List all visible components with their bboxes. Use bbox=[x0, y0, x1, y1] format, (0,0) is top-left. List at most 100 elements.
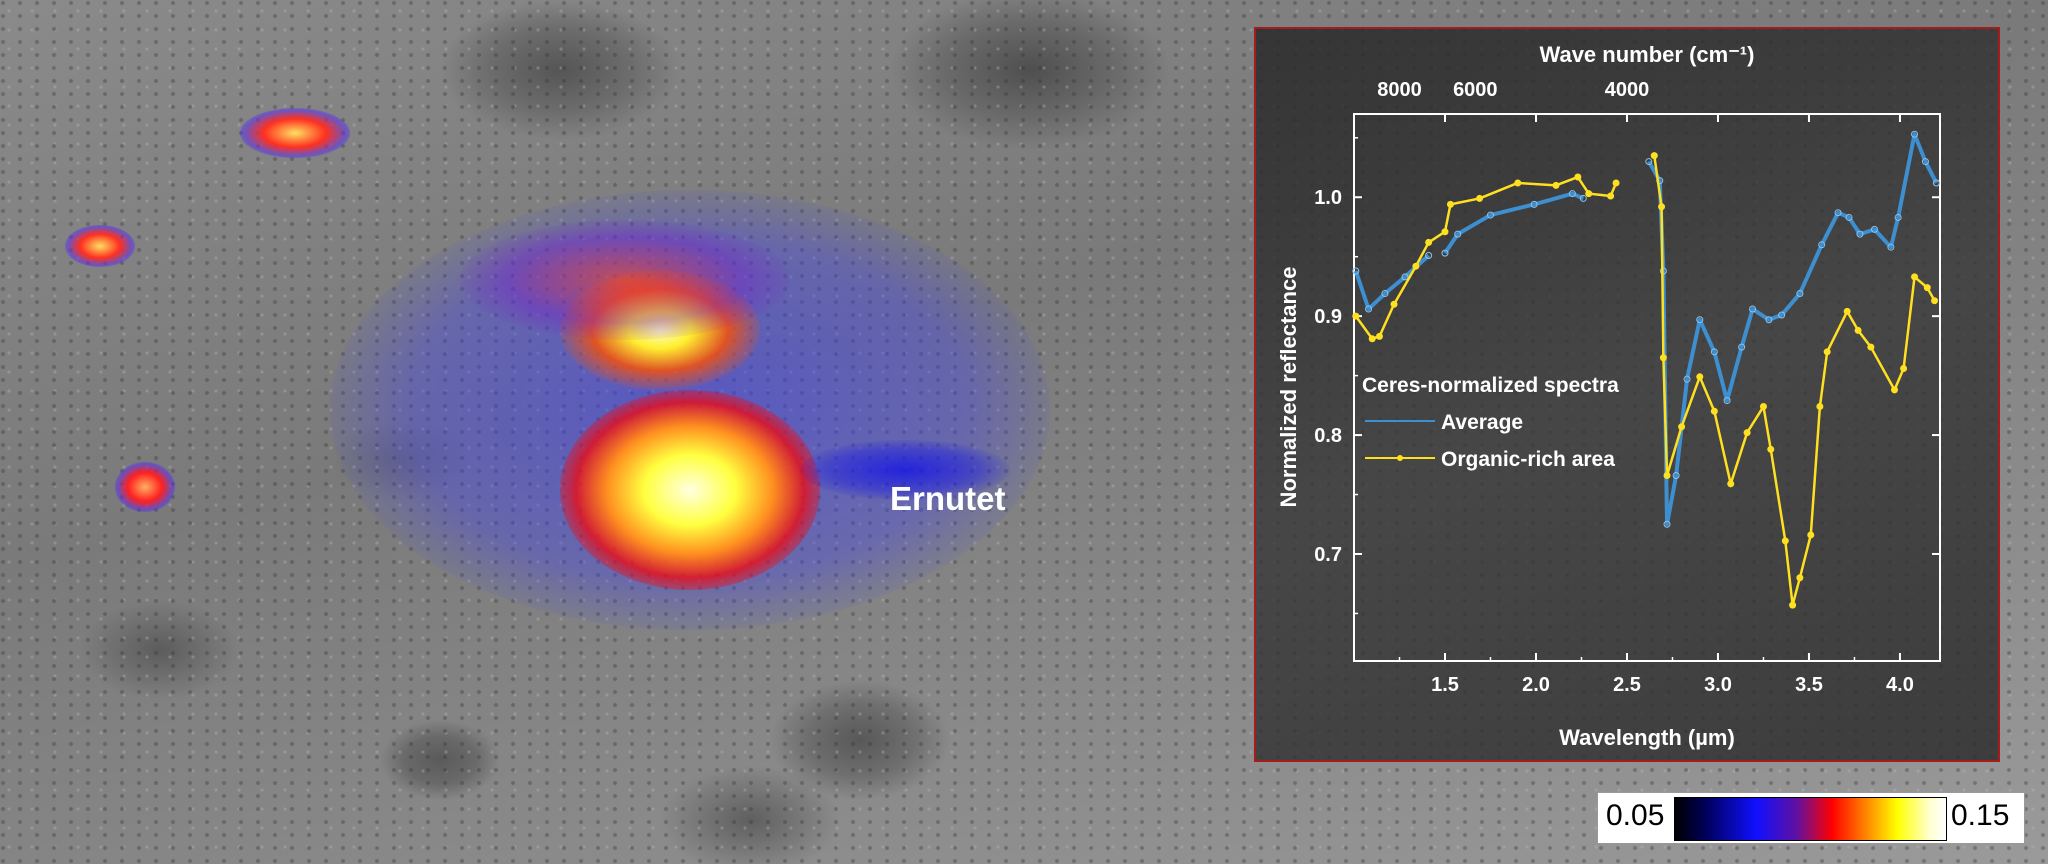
y-tick-label: 1.0 bbox=[1314, 187, 1342, 209]
spectra-inset-panel bbox=[1254, 27, 2000, 762]
series-organic-marker bbox=[1931, 297, 1939, 305]
legend-average-label: Average bbox=[1441, 411, 1523, 434]
y-tick-label: 0.9 bbox=[1314, 306, 1342, 328]
series-organic-marker bbox=[1816, 403, 1824, 411]
series-average-marker bbox=[1486, 211, 1494, 219]
series-average-line bbox=[1647, 132, 1939, 527]
series-average-marker bbox=[1441, 249, 1449, 257]
series-organic-line bbox=[1653, 155, 1936, 607]
series-organic-marker bbox=[1767, 445, 1775, 453]
crater-label-ernutet: Ernutet bbox=[890, 480, 1006, 517]
series-average-marker bbox=[1579, 194, 1587, 202]
series-average-marker bbox=[1381, 290, 1389, 298]
series-organic-marker bbox=[1663, 471, 1671, 479]
series-organic-marker bbox=[1446, 200, 1454, 208]
series-average-marker bbox=[1856, 230, 1864, 238]
series-organic-marker bbox=[1923, 284, 1931, 292]
series-average-marker bbox=[1911, 130, 1919, 138]
series-organic-marker bbox=[1678, 423, 1686, 431]
top-axis-title: Wave number (cm⁻¹) bbox=[1540, 42, 1755, 67]
series-average-marker bbox=[1834, 209, 1842, 217]
series-organic-marker bbox=[1759, 403, 1767, 411]
series-average-marker bbox=[1530, 200, 1538, 208]
x-tick-label: 4.0 bbox=[1886, 674, 1914, 696]
series-average-marker bbox=[1365, 305, 1373, 313]
series-average-line bbox=[1443, 191, 1585, 255]
x-tick-label: 2.0 bbox=[1522, 674, 1550, 696]
series-average-marker bbox=[1749, 305, 1757, 313]
x-axis-title: Wavelength (µm) bbox=[1559, 725, 1735, 750]
series-average-marker bbox=[1352, 267, 1360, 275]
series-organic-marker bbox=[1743, 429, 1751, 437]
series-organic-marker bbox=[1650, 152, 1658, 160]
series-average-marker bbox=[1672, 471, 1680, 479]
series-average-marker bbox=[1921, 158, 1929, 166]
series-organic-marker bbox=[1441, 228, 1449, 236]
y-axis-title: Normalized reflectance bbox=[1276, 267, 1301, 508]
series-organic-marker bbox=[1390, 300, 1398, 308]
series-organic-marker bbox=[1658, 203, 1666, 211]
series-organic-marker bbox=[1585, 190, 1593, 198]
series-average-marker bbox=[1401, 273, 1409, 281]
series-average-marker bbox=[1663, 520, 1671, 528]
series-organic-marker bbox=[1612, 179, 1620, 187]
series-organic-marker bbox=[1552, 181, 1560, 189]
colorbar-min-label: 0.05 bbox=[1606, 799, 1665, 832]
series-average-marker bbox=[1683, 375, 1691, 383]
series-average-marker bbox=[1454, 230, 1462, 238]
series-average-marker bbox=[1887, 243, 1895, 251]
series-organic-marker bbox=[1710, 407, 1718, 415]
series-organic-marker bbox=[1696, 373, 1704, 381]
series-average-marker bbox=[1894, 213, 1902, 221]
top-tick-label: 8000 bbox=[1377, 79, 1422, 101]
series-organic-marker bbox=[1476, 194, 1484, 202]
y-tick-label: 0.7 bbox=[1314, 544, 1342, 566]
series-average-marker bbox=[1932, 179, 1940, 187]
series-organic-marker bbox=[1867, 343, 1875, 351]
x-tick-label: 3.0 bbox=[1704, 674, 1732, 696]
series-organic-marker bbox=[1843, 307, 1851, 315]
series-average-marker bbox=[1845, 213, 1853, 221]
plot-frame bbox=[1353, 113, 1941, 662]
legend-organic-marker bbox=[1397, 455, 1403, 461]
series-organic-marker bbox=[1412, 262, 1420, 270]
x-tick-label: 3.5 bbox=[1795, 674, 1823, 696]
series-average-marker bbox=[1696, 316, 1704, 324]
series-average-marker bbox=[1778, 311, 1786, 319]
series-organic-marker bbox=[1727, 480, 1735, 488]
y-tick-label: 0.8 bbox=[1314, 425, 1342, 447]
series-organic-marker bbox=[1574, 173, 1582, 181]
series-organic-marker bbox=[1425, 238, 1433, 246]
series-organic-marker bbox=[1807, 531, 1815, 539]
series-average-marker bbox=[1765, 316, 1773, 324]
colorbar: 0.05 0.15 bbox=[1597, 792, 2025, 844]
series-average-marker bbox=[1645, 158, 1653, 166]
series-average-marker bbox=[1425, 252, 1433, 260]
top-tick-label: 4000 bbox=[1605, 79, 1650, 101]
series-average-marker bbox=[1738, 343, 1746, 351]
colorbar-gradient bbox=[1674, 797, 1947, 841]
series-average-marker bbox=[1870, 225, 1878, 233]
x-tick-label: 2.5 bbox=[1613, 674, 1641, 696]
series-organic-marker bbox=[1375, 332, 1383, 340]
series-organic-marker bbox=[1659, 354, 1667, 362]
series-organic-marker bbox=[1900, 364, 1908, 372]
series-average-marker bbox=[1710, 348, 1718, 356]
series-organic-marker bbox=[1796, 574, 1804, 582]
x-tick-label: 1.5 bbox=[1431, 674, 1459, 696]
series-organic-line bbox=[1354, 175, 1618, 340]
top-tick-label: 6000 bbox=[1453, 79, 1498, 101]
legend-organic-label: Organic-rich area bbox=[1441, 448, 1615, 471]
series-organic-marker bbox=[1911, 273, 1919, 281]
legend-title: Ceres-normalized spectra bbox=[1362, 374, 1619, 397]
series-organic-marker bbox=[1368, 335, 1376, 343]
series-organic-marker bbox=[1781, 537, 1789, 545]
series-organic-marker bbox=[1514, 179, 1522, 187]
series-organic-marker bbox=[1352, 312, 1360, 320]
series-average-marker bbox=[1818, 241, 1826, 249]
series-average-marker bbox=[1723, 397, 1731, 405]
colorbar-max-label: 0.15 bbox=[1951, 799, 2010, 832]
series-organic-marker bbox=[1823, 348, 1831, 356]
series-organic-marker bbox=[1789, 601, 1797, 609]
